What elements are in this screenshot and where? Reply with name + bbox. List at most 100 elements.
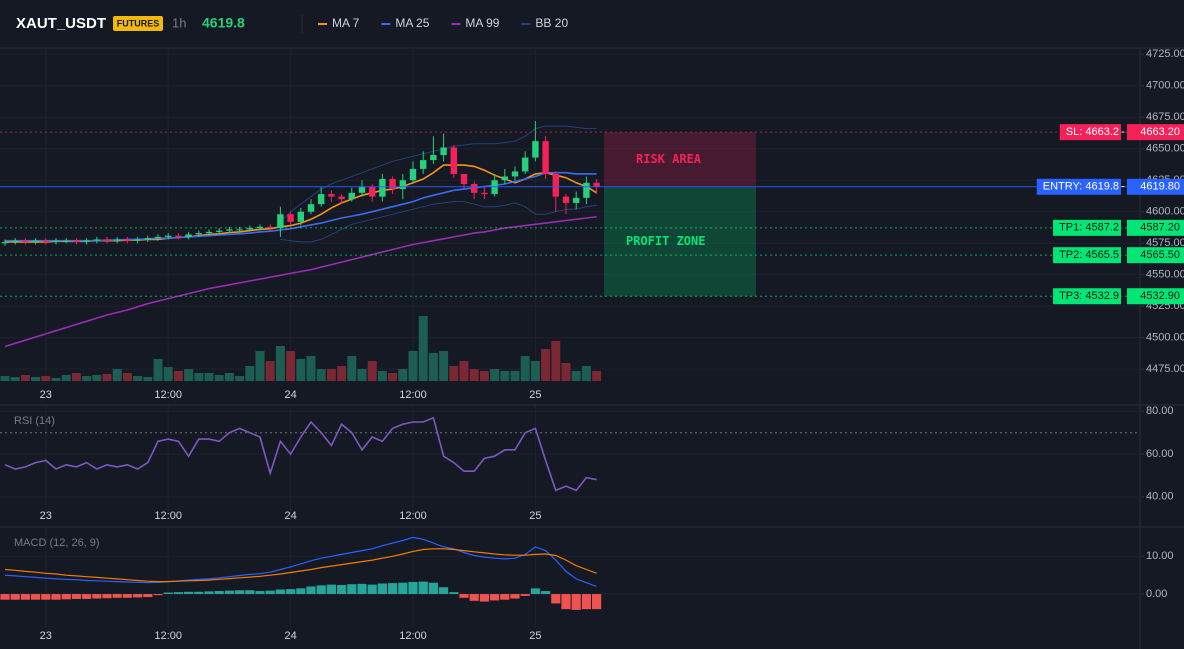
volume-bar xyxy=(520,356,530,381)
volume-bar xyxy=(224,373,234,381)
macd-histogram-bar xyxy=(571,594,581,610)
volume-bar xyxy=(31,377,41,381)
candle-body xyxy=(389,178,396,190)
macd-histogram-bar xyxy=(367,584,377,595)
macd-histogram-bar xyxy=(459,594,469,598)
level-value-bg xyxy=(1127,219,1184,236)
candle-body xyxy=(195,233,202,235)
candle-body xyxy=(542,141,549,174)
macd-histogram-bar xyxy=(204,591,214,595)
candle-body xyxy=(440,147,447,156)
volume-bar xyxy=(82,376,92,381)
volume-bar xyxy=(571,371,581,381)
volume-bar xyxy=(500,371,510,381)
candle-body xyxy=(430,155,437,161)
macd-line xyxy=(4,536,597,588)
macd-histogram-bar xyxy=(418,581,428,595)
candle-body xyxy=(420,160,427,169)
level-dash: - xyxy=(1121,126,1125,138)
macd-histogram-bar xyxy=(479,594,489,602)
y-tick-label: 4575.00 xyxy=(1146,237,1184,249)
y-tick-label: 4725.00 xyxy=(1146,48,1184,60)
y-tick-label: 4650.00 xyxy=(1146,143,1184,155)
volume-bar xyxy=(61,375,71,381)
macd-histogram-bar xyxy=(530,588,540,595)
macd-histogram-bar xyxy=(235,590,245,595)
macd-histogram-bar xyxy=(306,586,316,595)
macd-histogram-bar xyxy=(92,594,102,599)
candle-body xyxy=(573,197,580,203)
y-tick-label: 4550.00 xyxy=(1146,269,1184,281)
bollinger-band xyxy=(280,201,597,243)
candle-body xyxy=(12,240,19,242)
x-tick-label: 24 xyxy=(284,630,296,642)
legend-label: BB 20 xyxy=(535,16,568,30)
volume-bar xyxy=(418,316,428,381)
level-dash: - xyxy=(1121,290,1125,302)
legend-label: MA 7 xyxy=(332,16,360,30)
candle-body xyxy=(481,192,488,195)
zone xyxy=(604,186,756,297)
volume-bar xyxy=(316,369,326,381)
y-tick-label: 60.00 xyxy=(1146,448,1174,460)
candle-body xyxy=(83,240,90,242)
pane-title: RSI (14) xyxy=(14,415,55,427)
y-tick-label: 40.00 xyxy=(1146,491,1174,503)
y-tick-label: 4675.00 xyxy=(1146,111,1184,123)
macd-histogram-bar xyxy=(469,594,479,601)
level-label: ENTRY: 4619.8 xyxy=(1043,181,1119,193)
level-label: TP3: 4532.9 xyxy=(1059,290,1119,302)
macd-histogram-bar xyxy=(112,594,122,598)
macd-histogram-bar xyxy=(275,589,285,595)
candle-body xyxy=(205,231,213,234)
candle-body xyxy=(348,192,355,200)
candle-body xyxy=(165,235,172,237)
candle-body xyxy=(338,196,345,200)
volume-bar xyxy=(459,361,469,381)
volume-bar xyxy=(214,375,224,381)
macd-histogram-bar xyxy=(286,589,296,595)
candle-body xyxy=(226,229,233,231)
volume-bar xyxy=(551,341,561,381)
volume-bar xyxy=(245,366,255,381)
macd-histogram-bar xyxy=(0,594,10,600)
volume-bar xyxy=(541,349,551,381)
macd-histogram-bar xyxy=(428,582,438,595)
zone xyxy=(604,132,756,187)
volume-bar xyxy=(367,361,377,381)
macd-histogram-bar xyxy=(82,594,92,599)
level-label-bg xyxy=(1053,219,1121,236)
volume-bar xyxy=(194,373,204,381)
candle-body xyxy=(52,240,60,242)
volume-bar xyxy=(398,369,408,381)
volume-bar xyxy=(143,377,153,381)
volume-bar xyxy=(204,373,214,381)
candle-body xyxy=(399,180,406,190)
volume-bar xyxy=(265,361,275,381)
macd-histogram-bar xyxy=(20,594,30,600)
candle-body xyxy=(562,196,570,203)
macd-histogram-bar xyxy=(408,581,418,595)
volume-bar xyxy=(92,375,102,381)
volume-bar xyxy=(388,373,398,381)
candle-body xyxy=(511,171,519,177)
pane-title: MACD (12, 26, 9) xyxy=(14,537,100,549)
volume-bar xyxy=(102,374,112,381)
macd-histogram-bar xyxy=(163,592,173,595)
candle-body xyxy=(471,184,478,193)
macd-histogram-bar xyxy=(245,590,255,595)
level-value-bg xyxy=(1127,288,1184,305)
level-label-bg xyxy=(1053,288,1121,305)
candle-body xyxy=(42,240,49,242)
volume-bar xyxy=(510,371,520,381)
x-tick-label: 12:00 xyxy=(154,630,182,642)
volume-bar xyxy=(0,376,10,381)
macd-histogram-bar xyxy=(296,588,306,595)
volume-bar xyxy=(449,366,459,381)
level-value: 4565.50 xyxy=(1140,249,1180,261)
macd-histogram-bar xyxy=(561,594,571,610)
symbol: XAUT_USDT xyxy=(16,15,106,32)
legend-label: MA 25 xyxy=(395,16,429,30)
